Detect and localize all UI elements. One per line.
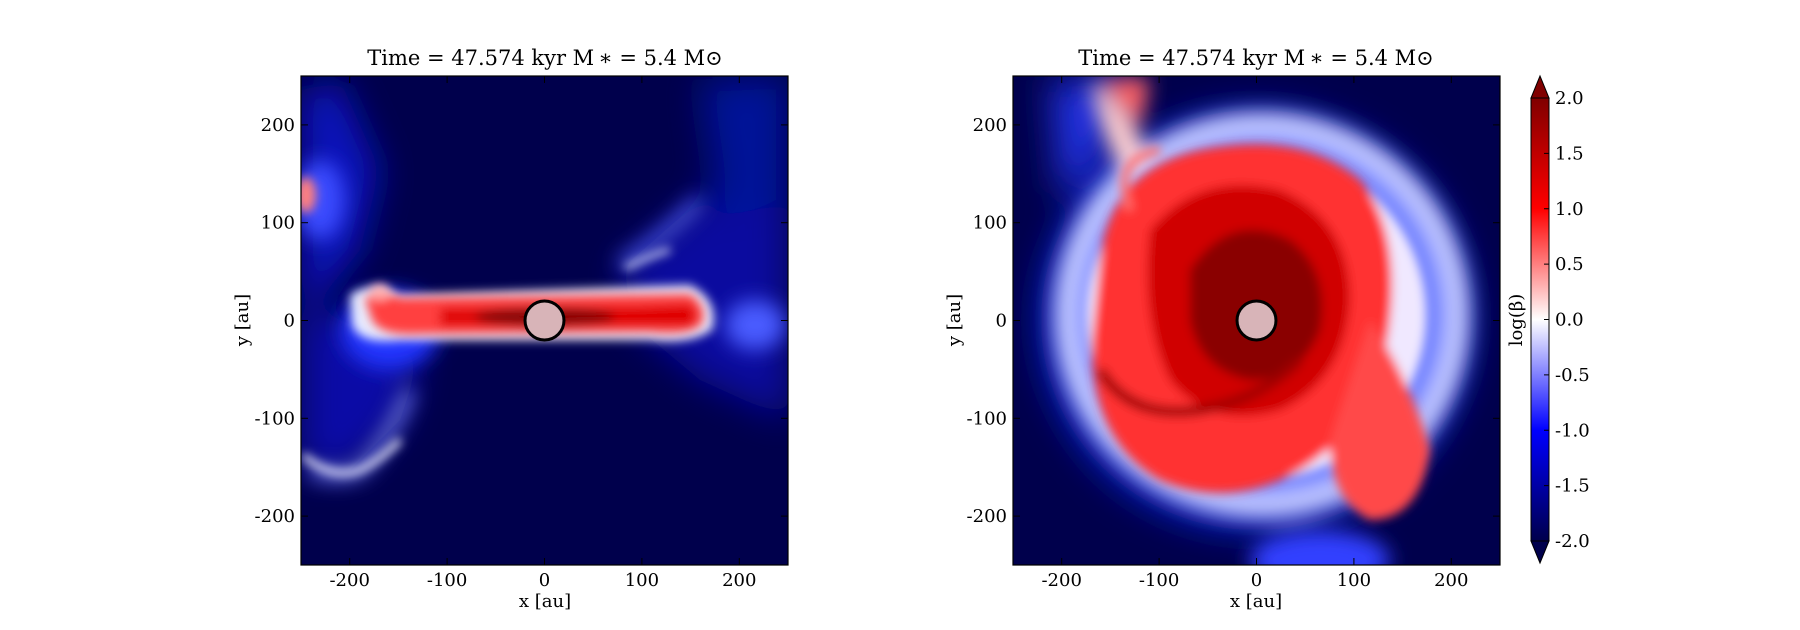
colorbar-tick-label: -1.0: [1555, 420, 1590, 441]
y-tick-label: -200: [255, 506, 295, 527]
x-tick-label: -200: [329, 570, 369, 591]
x-tick-label: -100: [1139, 570, 1179, 591]
sink-particle-marker: [1235, 299, 1278, 342]
x-tick-label: 200: [1434, 570, 1468, 591]
colorbar-label: log(β): [1506, 294, 1527, 347]
y-tick-label: 200: [973, 115, 1007, 136]
right-y-axis-label: y [au]: [944, 294, 965, 347]
y-tick-label: 0: [284, 311, 295, 332]
right-panel: Time = 47.574 kyr M ∗ = 5.4 M⊙: [944, 46, 1501, 612]
colorbar-tick-label: -0.5: [1555, 365, 1590, 386]
right-ticks: -200 -100 0 100 200 200 100 0 -100 -200: [967, 76, 1500, 591]
colorbar-tick-label: -1.5: [1555, 476, 1590, 497]
x-tick-label: -100: [427, 570, 467, 591]
colorbar: 2.0 1.5 1.0 0.5 0.0 -0.5 -1.0 -1.5 -2.0 log(β): [1506, 74, 1590, 565]
y-tick-label: 100: [973, 213, 1007, 234]
left-panel-title: Time = 47.574 kyr M ∗ = 5.4 M⊙: [367, 46, 723, 70]
left-heatmap: [301, 76, 788, 565]
x-tick-label: 200: [722, 570, 756, 591]
left-ticks: -200 -100 0 100 200 200 100 0 -100 -200: [255, 76, 788, 591]
right-panel-title: Time = 47.574 kyr M ∗ = 5.4 M⊙: [1078, 46, 1434, 70]
y-tick-label: 100: [261, 213, 295, 234]
y-tick-label: -100: [967, 408, 1007, 429]
colorbar-tick-label: 1.5: [1555, 143, 1584, 164]
left-x-axis-label: x [au]: [519, 591, 571, 612]
right-x-axis-label: x [au]: [1230, 591, 1282, 612]
colorbar-extend-high: [1530, 74, 1550, 99]
sink-particle-marker: [523, 299, 566, 342]
colorbar-tick-label: 0.5: [1555, 254, 1584, 275]
left-y-axis-label: y [au]: [232, 294, 253, 347]
colorbar-tick-label: 2.0: [1555, 88, 1584, 109]
x-tick-label: 100: [625, 570, 659, 591]
colorbar-tick-label: 1.0: [1555, 199, 1584, 220]
colorbar-extend-low: [1530, 540, 1550, 565]
left-panel: Time = 47.574 kyr M ∗ = 5.4 M⊙: [232, 46, 789, 612]
y-tick-label: 200: [261, 115, 295, 136]
colorbar-tick-label: 0.0: [1555, 310, 1584, 331]
colorbar-tick-label: -2.0: [1555, 531, 1590, 552]
y-tick-label: -100: [255, 408, 295, 429]
x-tick-label: -200: [1041, 570, 1081, 591]
x-tick-label: 100: [1337, 570, 1371, 591]
x-tick-label: 0: [539, 570, 550, 591]
colorbar-ticks: 2.0 1.5 1.0 0.5 0.0 -0.5 -1.0 -1.5 -2.0: [1544, 88, 1590, 552]
y-tick-label: -200: [967, 506, 1007, 527]
x-tick-label: 0: [1251, 570, 1262, 591]
y-tick-label: 0: [996, 311, 1007, 332]
